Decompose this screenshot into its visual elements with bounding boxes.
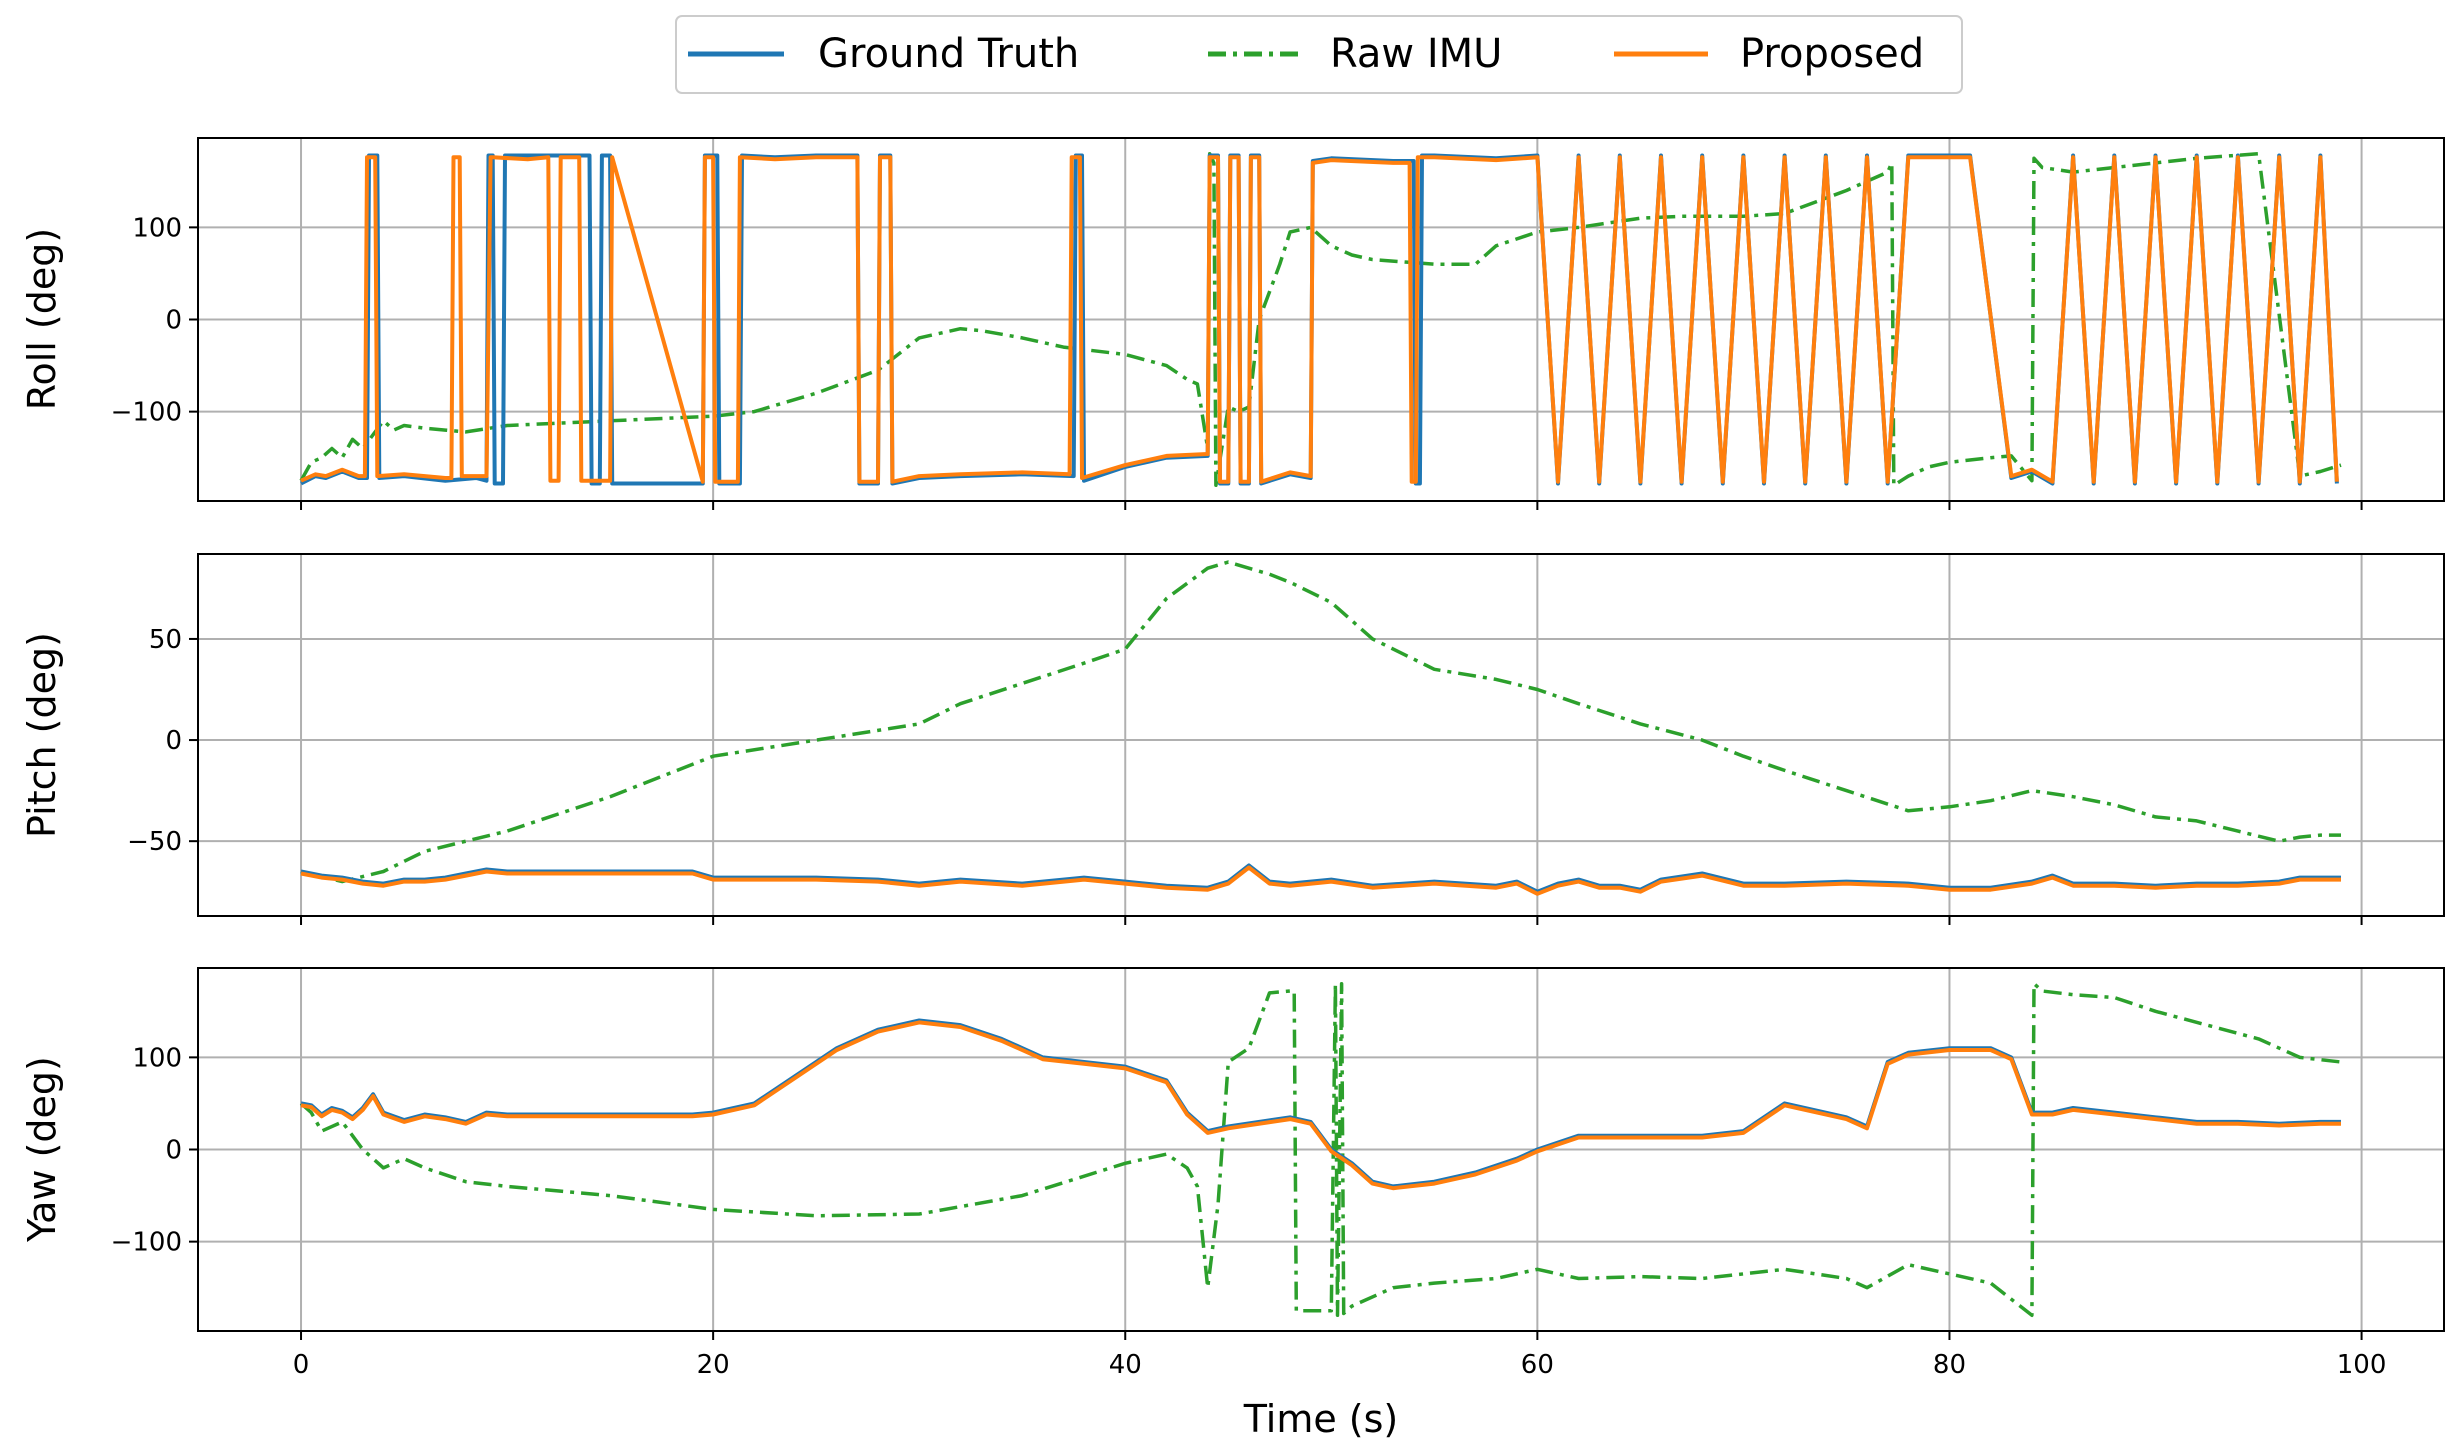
- grid-pitch: [198, 554, 2444, 916]
- grid-roll: [198, 138, 2444, 501]
- legend-label-raw-imu: Raw IMU: [1330, 31, 1502, 77]
- xtick-label-40: 40: [1109, 1350, 1142, 1380]
- axes-frame-pitch: [197, 553, 2445, 917]
- ticks-roll: 100 0 −100: [111, 213, 2363, 510]
- series-line-pitch-proposed: [300, 865, 2341, 896]
- grid-yaw: [198, 968, 2444, 1331]
- subplot-pitch: 50 0 −50 Pitch (deg): [20, 553, 2445, 925]
- ytick-label-yaw-0: 100: [132, 1043, 182, 1073]
- xlabel: Time (s): [1243, 1397, 1399, 1441]
- series-line-pitch-raw-imu: [300, 560, 2341, 884]
- ytick-label-pitch-1: 0: [165, 726, 182, 756]
- series-line-roll-proposed: [300, 155, 2339, 484]
- series-line-roll-raw-imu: [299, 151, 2342, 488]
- ticks-pitch: 50 0 −50: [127, 625, 2363, 925]
- ytick-label-pitch-2: −50: [127, 827, 182, 857]
- ytick-label-yaw-1: 0: [165, 1136, 182, 1166]
- xtick-label-100: 100: [2337, 1350, 2387, 1380]
- ylabel-pitch: Pitch (deg): [20, 632, 64, 838]
- ytick-label-pitch-0: 50: [149, 625, 182, 655]
- ylabel-yaw: Yaw (deg): [20, 1056, 64, 1243]
- legend-label-ground-truth: Ground Truth: [818, 31, 1079, 77]
- series-yaw: [299, 981, 2342, 1318]
- ylabel-roll: Roll (deg): [20, 228, 64, 410]
- ytick-label-roll-2: −100: [111, 398, 182, 428]
- xtick-label-60: 60: [1521, 1350, 1554, 1380]
- legend: Ground Truth Raw IMU Proposed: [675, 15, 1963, 94]
- ytick-label-roll-1: 0: [165, 306, 182, 336]
- series-line-yaw-proposed: [300, 1020, 2341, 1191]
- ticks-yaw: 0 20 40 60 80 100 100 0 −100: [111, 1043, 2387, 1380]
- xtick-label-20: 20: [697, 1350, 730, 1380]
- legend-frame: [675, 15, 1963, 94]
- series-pitch: [300, 560, 2341, 896]
- ytick-label-roll-0: 100: [132, 213, 182, 243]
- subplot-roll: 100 0 −100 Roll (deg): [20, 137, 2445, 510]
- xtick-label-80: 80: [1933, 1350, 1966, 1380]
- legend-label-proposed: Proposed: [1740, 31, 1924, 77]
- series-line-pitch-ground-truth: [300, 863, 2341, 894]
- series-line-yaw-raw-imu: [299, 981, 2342, 1318]
- series-roll: [299, 151, 2342, 488]
- xtick-label-0: 0: [293, 1350, 310, 1380]
- subplot-yaw: 0 20 40 60 80 100 100 0 −100 Yaw (deg): [20, 967, 2445, 1380]
- ytick-label-yaw-2: −100: [111, 1228, 182, 1258]
- series-line-yaw-ground-truth: [300, 1018, 2341, 1189]
